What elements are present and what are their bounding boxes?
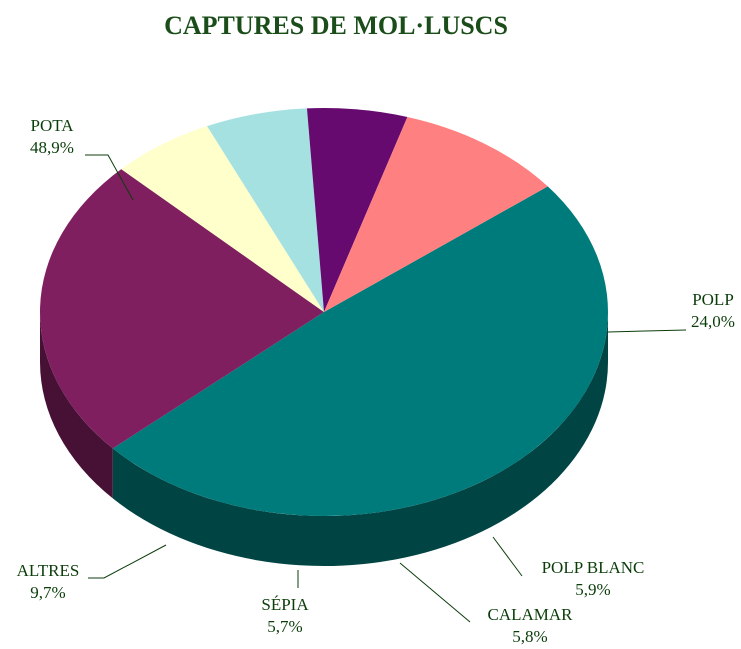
leader-line bbox=[88, 544, 167, 579]
slice bbox=[324, 116, 548, 312]
slice bbox=[112, 186, 608, 516]
slice-value-label: 9,7% bbox=[30, 583, 65, 602]
leader-line bbox=[492, 536, 523, 577]
slice-label: POLP bbox=[692, 290, 734, 309]
slice-value-label: 24,0% bbox=[691, 312, 735, 331]
slice-value-label: 5,8% bbox=[512, 627, 547, 646]
slice bbox=[121, 126, 324, 312]
labels: POTA 48,9% POLP 24,0% POLP BLANC 5,9%CALAMAR 5… bbox=[17, 116, 735, 646]
slice-label: POTA bbox=[30, 116, 74, 135]
slice bbox=[40, 169, 325, 449]
chart-title: CAPTURES DE MOL·LUSCS bbox=[164, 11, 508, 40]
leader-line bbox=[85, 154, 134, 201]
slice-label: CALAMAR bbox=[487, 605, 573, 624]
slice-label: SÉPIA bbox=[261, 595, 309, 614]
slice-value-label: 48,9% bbox=[30, 138, 74, 157]
leader-line bbox=[399, 562, 471, 623]
leader-line bbox=[607, 329, 687, 333]
slice-side bbox=[112, 312, 608, 566]
slice-side bbox=[40, 312, 113, 499]
slice bbox=[207, 108, 324, 312]
slice bbox=[306, 108, 408, 312]
slice-label: ALTRES bbox=[17, 561, 80, 580]
slice-value-label: 5,7% bbox=[267, 617, 302, 636]
slice-label: POLP BLANC bbox=[542, 558, 645, 577]
slice-value-label: 5,9% bbox=[575, 580, 610, 599]
pie bbox=[40, 108, 608, 566]
